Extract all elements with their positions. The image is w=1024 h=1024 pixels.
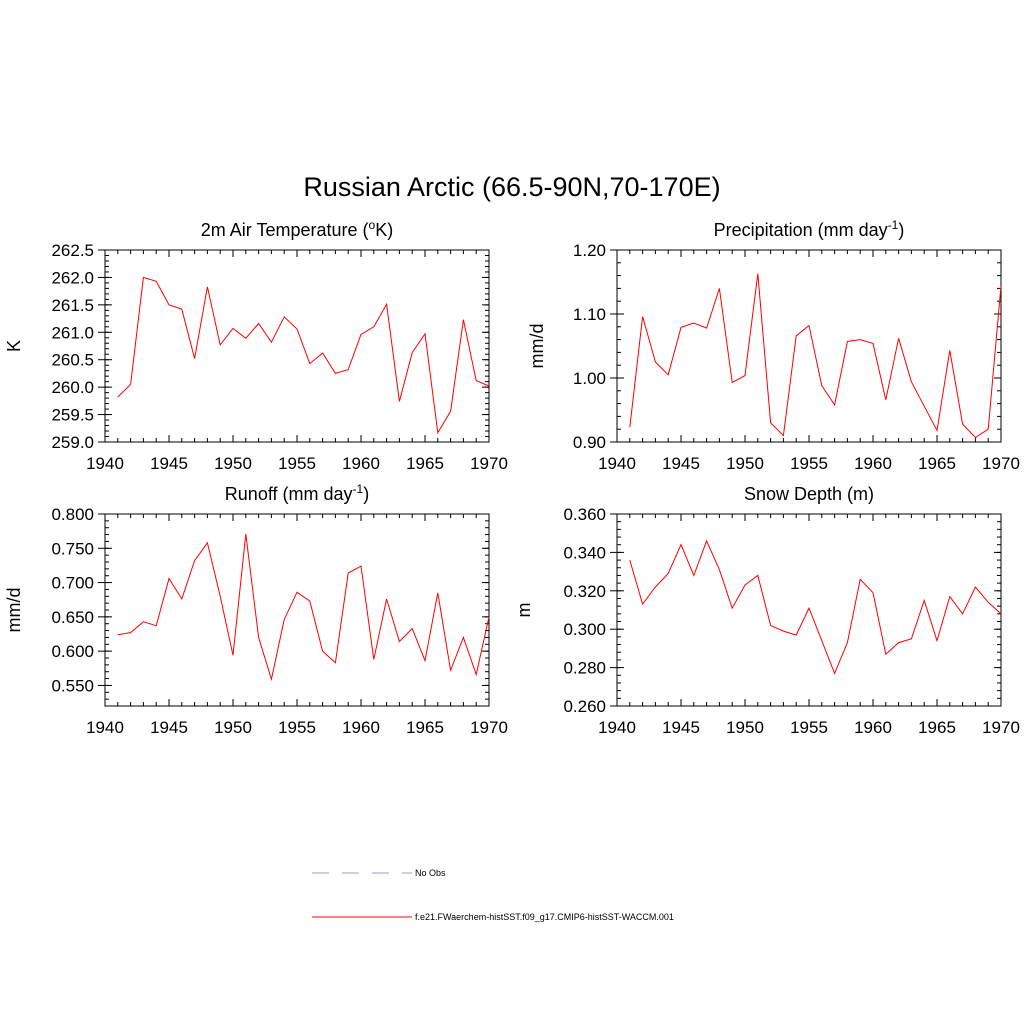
series-line bbox=[629, 539, 1002, 675]
panel-title-text-end: ) bbox=[898, 220, 904, 240]
x-tick-label: 1940 bbox=[598, 718, 636, 737]
panel-title-text: Precipitation (mm day bbox=[714, 220, 888, 240]
y-axis-label: m bbox=[514, 603, 534, 618]
y-axis-label: mm/d bbox=[527, 324, 547, 369]
y-tick-label: 261.0 bbox=[51, 323, 94, 342]
legend-model-label: f.e21.FWaerchem-histSST.f09_g17.CMIP6-hi… bbox=[415, 912, 674, 922]
panel-title: Snow Depth (m) bbox=[744, 484, 874, 504]
y-tick-label: 0.340 bbox=[563, 543, 606, 562]
y-tick-label: 0.750 bbox=[51, 539, 94, 558]
chart-panels: 2m Air Temperature (oK) K 1940 1945 1950 1955… bbox=[4, 218, 1020, 737]
x-tick-label: 1970 bbox=[982, 454, 1020, 473]
series-line bbox=[117, 276, 490, 435]
y-tick-label: 0.600 bbox=[51, 642, 94, 661]
x-tick-label: 1965 bbox=[918, 718, 956, 737]
chart-panel-3: Runoff (mm day-1) mm/d 1940 1945 1950 1955 196… bbox=[4, 482, 508, 737]
x-tick-label: 1945 bbox=[662, 718, 700, 737]
panel-title: Precipitation (mm day-1) bbox=[714, 218, 905, 240]
x-tick-label: 1965 bbox=[918, 454, 956, 473]
series-line bbox=[629, 273, 1002, 439]
y-tick-label: 262.0 bbox=[51, 268, 94, 287]
y-tick-label: 0.90 bbox=[573, 433, 606, 452]
y-tick-label: 0.800 bbox=[51, 505, 94, 524]
y-tick-label: 260.5 bbox=[51, 351, 94, 370]
figure-title: Russian Arctic (66.5-90N,70-170E) bbox=[303, 172, 720, 202]
panel-title-text: 2m Air Temperature ( bbox=[201, 220, 369, 240]
y-tick-label: 261.5 bbox=[51, 296, 94, 315]
x-tick-label: 1945 bbox=[150, 718, 188, 737]
x-tick-label: 1955 bbox=[278, 718, 316, 737]
x-tick-label: 1950 bbox=[726, 454, 764, 473]
x-tick-label: 1960 bbox=[854, 454, 892, 473]
y-axis-label: K bbox=[4, 340, 24, 352]
x-tick-label: 1940 bbox=[86, 718, 124, 737]
y-tick-label: 1.20 bbox=[573, 241, 606, 260]
panel-title-superscript: -1 bbox=[353, 482, 364, 496]
panel-title-text-end: K) bbox=[375, 220, 393, 240]
chart-panel-2: Precipitation (mm day-1) mm/d 1940 1945 1950… bbox=[527, 218, 1020, 473]
y-tick-label: 0.360 bbox=[563, 505, 606, 524]
y-tick-label: 0.280 bbox=[563, 659, 606, 678]
panel-title-text: Runoff (mm day bbox=[225, 484, 353, 504]
x-tick-label: 1955 bbox=[790, 718, 828, 737]
plot-frame bbox=[616, 249, 1002, 443]
x-tick-label: 1945 bbox=[150, 454, 188, 473]
x-tick-label: 1970 bbox=[470, 454, 508, 473]
panel-title: 2m Air Temperature (oK) bbox=[201, 218, 393, 240]
series-line bbox=[117, 533, 490, 682]
y-tick-label: 260.0 bbox=[51, 378, 94, 397]
y-tick-label: 0.300 bbox=[563, 620, 606, 639]
panel-title: Runoff (mm day-1) bbox=[225, 482, 369, 504]
plot-frame bbox=[104, 249, 490, 443]
x-tick-label: 1960 bbox=[342, 454, 380, 473]
panel-title-superscript: -1 bbox=[888, 218, 899, 232]
y-tick-label: 0.650 bbox=[51, 608, 94, 627]
x-tick-label: 1970 bbox=[982, 718, 1020, 737]
legend: No Obs f.e21.FWaerchem-histSST.f09_g17.C… bbox=[312, 868, 674, 922]
y-tick-label: 0.320 bbox=[563, 582, 606, 601]
panel-title-text: Snow Depth (m) bbox=[744, 484, 874, 504]
x-tick-label: 1965 bbox=[406, 454, 444, 473]
y-tick-label: 0.700 bbox=[51, 574, 94, 593]
x-tick-label: 1940 bbox=[86, 454, 124, 473]
y-tick-label: 259.0 bbox=[51, 433, 94, 452]
legend-no-obs-label: No Obs bbox=[415, 868, 446, 878]
y-tick-label: 1.10 bbox=[573, 305, 606, 324]
chart-panel-1: 2m Air Temperature (oK) K 1940 1945 1950 1955… bbox=[4, 218, 508, 473]
x-tick-label: 1970 bbox=[470, 718, 508, 737]
panel-title-text-end: ) bbox=[363, 484, 369, 504]
y-tick-label: 262.5 bbox=[51, 241, 94, 260]
x-tick-label: 1960 bbox=[854, 718, 892, 737]
x-tick-label: 1965 bbox=[406, 718, 444, 737]
y-tick-label: 1.00 bbox=[573, 369, 606, 388]
y-tick-label: 0.550 bbox=[51, 676, 94, 695]
panel-title-superscript: o bbox=[369, 218, 376, 232]
y-tick-label: 259.5 bbox=[51, 406, 94, 425]
x-tick-label: 1950 bbox=[214, 718, 252, 737]
y-tick-label: 0.260 bbox=[563, 697, 606, 716]
x-tick-label: 1955 bbox=[790, 454, 828, 473]
plot-frame bbox=[616, 513, 1002, 707]
x-tick-label: 1955 bbox=[278, 454, 316, 473]
x-tick-label: 1960 bbox=[342, 718, 380, 737]
plot-frame bbox=[104, 513, 490, 707]
y-axis-label: mm/d bbox=[4, 588, 24, 633]
x-tick-label: 1950 bbox=[214, 454, 252, 473]
x-tick-label: 1945 bbox=[662, 454, 700, 473]
chart-panel-4: Snow Depth (m) m 1940 1945 1950 1955 1960 1965 1… bbox=[514, 484, 1020, 737]
x-tick-label: 1950 bbox=[726, 718, 764, 737]
x-tick-label: 1940 bbox=[598, 454, 636, 473]
